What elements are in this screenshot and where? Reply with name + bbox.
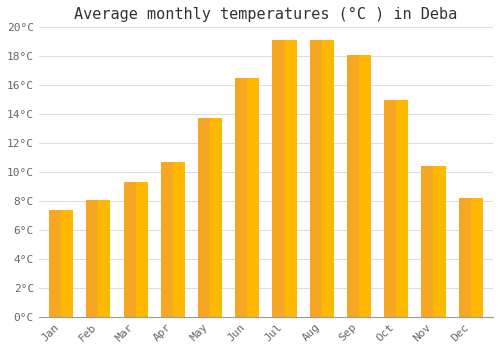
Bar bbox=[458, 198, 483, 317]
Bar bbox=[272, 40, 284, 317]
Bar bbox=[272, 40, 296, 317]
Bar bbox=[384, 100, 396, 317]
Bar bbox=[235, 78, 260, 317]
Bar bbox=[347, 55, 371, 317]
Title: Average monthly temperatures (°C ) in Deba: Average monthly temperatures (°C ) in De… bbox=[74, 7, 458, 22]
Bar bbox=[310, 40, 334, 317]
Bar bbox=[124, 182, 148, 317]
Bar bbox=[160, 162, 185, 317]
Bar bbox=[86, 199, 110, 317]
Bar bbox=[198, 119, 210, 317]
Bar bbox=[49, 210, 61, 317]
Bar bbox=[310, 40, 322, 317]
Bar bbox=[49, 210, 73, 317]
Bar bbox=[347, 55, 359, 317]
Bar bbox=[86, 199, 99, 317]
Bar bbox=[458, 198, 470, 317]
Bar bbox=[422, 166, 434, 317]
Bar bbox=[198, 119, 222, 317]
Bar bbox=[124, 182, 136, 317]
Bar bbox=[422, 166, 446, 317]
Bar bbox=[160, 162, 173, 317]
Bar bbox=[235, 78, 248, 317]
Bar bbox=[384, 100, 408, 317]
